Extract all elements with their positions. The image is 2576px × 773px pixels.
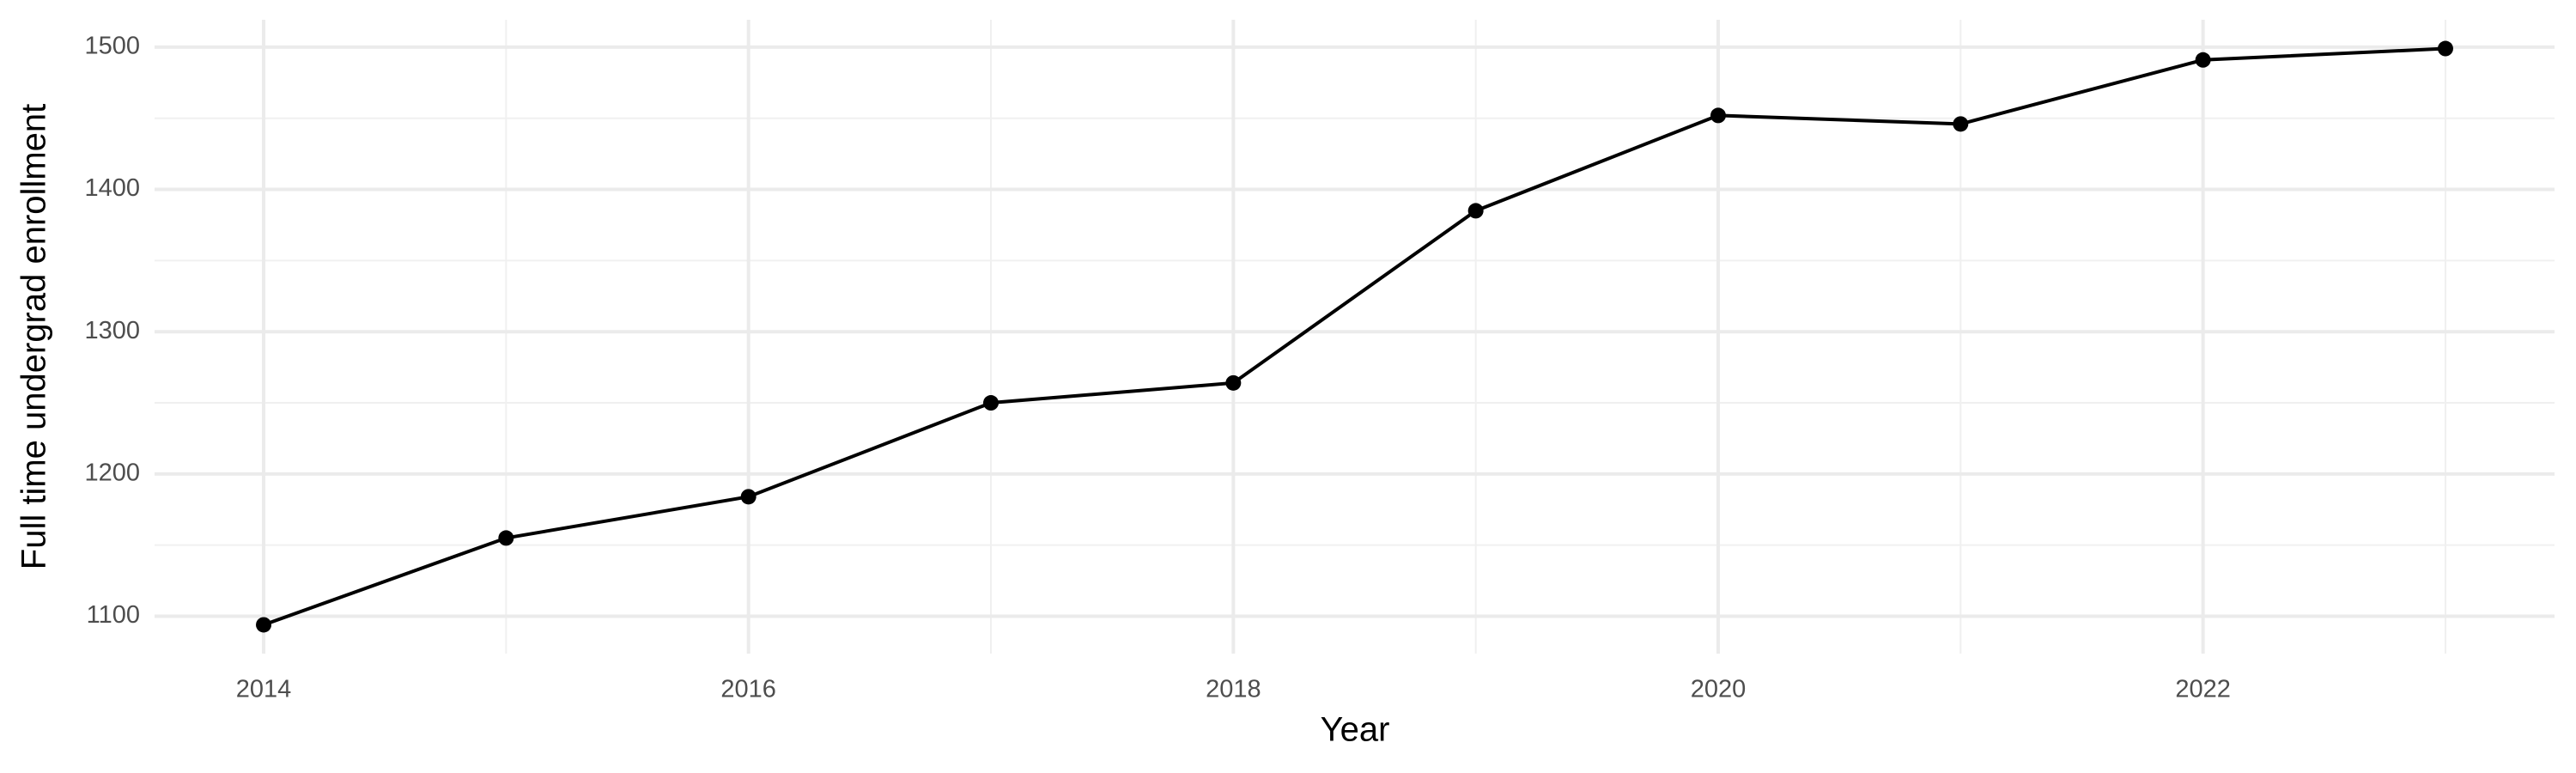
point	[983, 395, 999, 411]
point	[1953, 116, 1969, 132]
x-tick-label: 2016	[720, 676, 776, 703]
x-tick-label: 2020	[1691, 676, 1747, 703]
x-tick-label: 2018	[1206, 676, 1261, 703]
y-tick-label: 1200	[84, 460, 140, 487]
point	[498, 530, 514, 546]
point	[2195, 52, 2211, 68]
x-tick-label: 2022	[2175, 676, 2231, 703]
x-tick-label: 2014	[236, 676, 292, 703]
y-tick-label: 1400	[84, 174, 140, 202]
point	[1710, 107, 1726, 124]
point	[2437, 40, 2453, 57]
point	[740, 489, 756, 505]
point	[1225, 374, 1242, 391]
point	[256, 617, 272, 633]
y-axis-title: Full time undergrad enrollment	[15, 104, 53, 569]
y-tick-label: 1100	[87, 601, 140, 629]
y-tick-label: 1300	[84, 317, 140, 344]
x-axis-title: Year	[1321, 711, 1390, 749]
y-tick-label: 1500	[84, 33, 140, 60]
line	[263, 46, 2446, 627]
point	[1467, 203, 1484, 219]
